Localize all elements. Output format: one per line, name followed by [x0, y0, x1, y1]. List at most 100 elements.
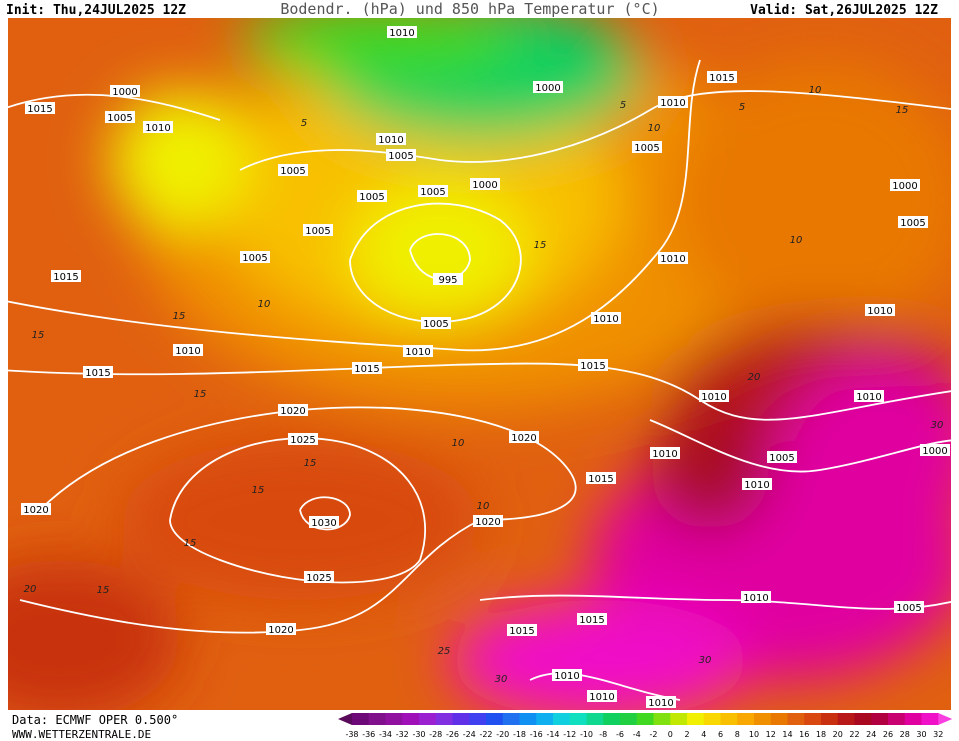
colorbar-segment [787, 713, 805, 725]
isobar-label-box [403, 345, 433, 357]
colorbar-label: -34 [379, 730, 392, 739]
isobar-label-box [352, 362, 382, 374]
isobar-label: 1000 [112, 87, 137, 98]
colorbar-segment [754, 713, 772, 725]
temperature-label: 5 [620, 100, 626, 111]
isobar-label-box [699, 390, 729, 402]
temperature-label: 30 [495, 674, 508, 685]
temperature-field [8, 18, 951, 710]
colorbar-segment [536, 713, 554, 725]
isobar-label: 1020 [23, 505, 48, 516]
colorbar-label: -26 [446, 730, 459, 739]
isobar-label: 1015 [53, 272, 78, 283]
colorbar-label: 4 [701, 730, 706, 739]
colorbar-label: -28 [429, 730, 442, 739]
isobar-label-box [650, 447, 680, 459]
colorbar-label: -38 [345, 730, 358, 739]
colorbar-segment [553, 713, 571, 725]
temperature-label: 10 [809, 85, 822, 96]
isobar-label: 1010 [701, 392, 726, 403]
isobar-label: 1005 [423, 319, 448, 330]
isobar-label-box [433, 273, 463, 285]
isobar-label-box [173, 344, 203, 356]
colorbar-segment [419, 713, 437, 725]
colorbar-segment [452, 713, 470, 725]
isobar-label: 1015 [509, 626, 534, 637]
temperature-label: 10 [452, 438, 465, 449]
temperature-label: 5 [301, 118, 307, 129]
isobar-label: 1005 [359, 192, 384, 203]
colorbar-label: 14 [782, 730, 792, 739]
temperature-label: 15 [194, 389, 207, 400]
colorbar-label: -18 [513, 730, 526, 739]
isobar-label: 1010 [405, 347, 430, 358]
isobar-label: 1010 [378, 135, 403, 146]
isobar-label-box [591, 312, 621, 324]
colorbar-segment [586, 713, 604, 725]
isobar-label: 1015 [27, 104, 52, 115]
colorbar-segment [670, 713, 688, 725]
isobar-label-box [51, 270, 81, 282]
temperature-label: 20 [24, 584, 37, 595]
colorbar-label: 30 [916, 730, 926, 739]
colorbar-segment [737, 713, 755, 725]
colorbar-segment [502, 713, 520, 725]
colorbar-segment [921, 713, 939, 725]
colorbar-label: 32 [933, 730, 943, 739]
colorbar-segment [469, 713, 487, 725]
isobar-label: 1010 [589, 692, 614, 703]
colorbar-label: 0 [668, 730, 673, 739]
colorbar-arrow [938, 713, 953, 725]
temperature-label: 5 [739, 102, 745, 113]
colorbar-label: -20 [496, 730, 509, 739]
isobar-label-box [586, 472, 616, 484]
colorbar-label: 16 [799, 730, 809, 739]
isobar-label: 1020 [268, 625, 293, 636]
colorbar-segment [904, 713, 922, 725]
isobar-label: 1010 [593, 314, 618, 325]
isobar-label-box [658, 96, 688, 108]
temperature-label: 15 [896, 105, 909, 116]
isobar-label-box [577, 613, 607, 625]
isobar-label-box [386, 149, 416, 161]
isobar-label-box [21, 503, 51, 515]
isobar-label: 1005 [280, 166, 305, 177]
isobar-label: 1015 [579, 615, 604, 626]
colorbar-label: 8 [735, 730, 740, 739]
isobar-label-box [507, 624, 537, 636]
colorbar-segment [636, 713, 654, 725]
isobar-label-box [278, 164, 308, 176]
colorbar-arrow [338, 713, 352, 725]
isobar-label-box [303, 224, 333, 236]
colorbar-label: 10 [749, 730, 759, 739]
isobar-label: 1030 [311, 518, 336, 529]
isobar-label-box [578, 359, 608, 371]
isobar-label: 1000 [535, 83, 560, 94]
site-name: WWW.WETTERZENTRALE.DE [12, 728, 151, 741]
isobar-label: 995 [438, 275, 457, 286]
isobar-label: 1025 [306, 573, 331, 584]
temperature-label: 10 [477, 501, 490, 512]
colorbar-segment [569, 713, 587, 725]
colorbar-segment [385, 713, 403, 725]
isobar-label: 1005 [896, 603, 921, 614]
colorbar-label: -8 [599, 730, 607, 739]
isobar-label-box [552, 669, 582, 681]
colorbar-label: 20 [833, 730, 843, 739]
colorbar-segment [368, 713, 386, 725]
isobar-label-box [741, 591, 771, 603]
colorbar-segment [770, 713, 788, 725]
colorbar-label: -4 [633, 730, 641, 739]
isobar-label-box [707, 71, 737, 83]
isobar-label: 1010 [648, 698, 673, 709]
temperature-label: 15 [304, 458, 317, 469]
colorbar-segment [352, 713, 370, 725]
valid-time: Valid: Sat,26JUL2025 12Z [750, 3, 938, 18]
isobar-label: 1015 [85, 368, 110, 379]
isobar-label-box [920, 444, 950, 456]
colorbar-label: -16 [530, 730, 543, 739]
isobar-label: 1005 [900, 218, 925, 229]
isobar-label: 1005 [242, 253, 267, 264]
